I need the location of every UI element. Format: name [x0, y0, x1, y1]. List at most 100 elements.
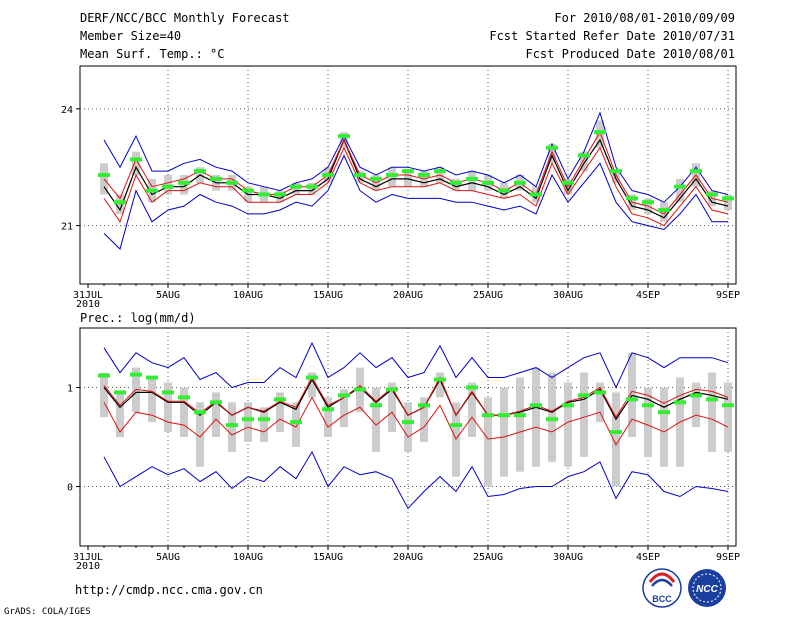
x-tick-label: 5AUG	[156, 290, 180, 301]
observed-marker	[274, 192, 286, 197]
lower-outer-line	[103, 450, 729, 510]
upper-outer-line	[103, 341, 729, 389]
y-tick-label: 1	[67, 383, 73, 394]
y-tick-label: 24	[61, 105, 73, 116]
observed-marker	[722, 196, 734, 201]
spread-box	[340, 389, 348, 428]
observed-marker	[578, 393, 590, 398]
observed-marker	[162, 184, 174, 189]
spread-box	[596, 382, 604, 423]
spread-box	[692, 382, 700, 428]
upper-inner-line	[103, 131, 729, 215]
x-tick-label: 31JUL	[73, 552, 103, 563]
observed-marker	[658, 410, 670, 415]
observed-marker	[562, 180, 574, 185]
spread-box	[292, 402, 300, 447]
observed-marker	[610, 169, 622, 174]
spread-box	[164, 382, 172, 433]
observed-marker	[258, 417, 270, 422]
observed-marker	[498, 413, 510, 418]
precip-panel-title: Prec.: log(mm/d)	[80, 311, 196, 325]
spread-box	[276, 392, 284, 433]
spread-box	[180, 387, 188, 437]
spread-box	[500, 387, 508, 477]
x-tick-label: 10AUG	[233, 552, 263, 563]
observed-marker	[210, 176, 222, 181]
observed-marker	[434, 169, 446, 174]
observed-marker	[178, 180, 190, 185]
spread-box	[580, 372, 588, 457]
observed-marker	[226, 423, 238, 428]
ncc-logo: NCC	[688, 569, 726, 607]
lower-inner-line	[103, 396, 729, 446]
spread-box	[612, 171, 620, 183]
x-tick-label: 10AUG	[233, 290, 263, 301]
observed-marker	[674, 184, 686, 189]
spread-box	[260, 407, 268, 442]
observed-marker	[130, 372, 142, 377]
observed-marker	[690, 393, 702, 398]
observed-marker	[498, 188, 510, 193]
observed-marker	[626, 397, 638, 402]
observed-marker	[402, 169, 414, 174]
spread-box	[612, 392, 620, 487]
y-tick-label: 0	[67, 483, 73, 494]
spread-box	[676, 178, 684, 203]
observed-marker	[706, 397, 718, 402]
observed-marker	[434, 377, 446, 382]
upper-outer-line	[103, 111, 729, 203]
x-tick-label: 30AUG	[553, 290, 583, 301]
spread-box	[708, 372, 716, 452]
observed-marker	[450, 423, 462, 428]
spread-box	[100, 372, 108, 418]
observed-marker	[418, 403, 430, 408]
observed-marker	[562, 403, 574, 408]
observed-marker	[226, 180, 238, 185]
spread-box	[580, 151, 588, 172]
period-label: For 2010/08/01-2010/09/09	[554, 11, 735, 25]
precipitation-panel: 31JUL 5AUG 10AUG 15AUG 20AUG 25AUG 30AUG 4SEP 9S…	[67, 327, 740, 572]
observed-marker	[594, 390, 606, 395]
spread-box	[420, 397, 428, 442]
source-url[interactable]: http://cmdp.ncc.cma.gov.cn	[75, 583, 263, 597]
observed-marker	[530, 192, 542, 197]
observed-marker	[450, 180, 462, 185]
observed-marker	[178, 395, 190, 400]
observed-marker	[482, 180, 494, 185]
year-label: 2010	[76, 299, 100, 310]
observed-marker	[274, 397, 286, 402]
observed-marker	[466, 176, 478, 181]
observed-marker	[194, 410, 206, 415]
x-tick-label: 15AUG	[313, 552, 343, 563]
temperature-panel: 31JUL 5AUG 10AUG 15AUG 20AUG 25AUG 30AUG 4SEP 9S…	[61, 65, 740, 310]
spread-box	[372, 387, 380, 452]
observed-marker	[402, 420, 414, 425]
spread-box	[388, 382, 396, 433]
ncc-logo-text: NCC	[696, 584, 718, 595]
y-tick-label: 21	[61, 222, 73, 233]
spread-box	[132, 151, 140, 175]
observed-marker	[242, 188, 254, 193]
x-tick-label: 31JUL	[73, 290, 103, 301]
lower-inner-line	[103, 146, 729, 227]
x-tick-label: 25AUG	[473, 552, 503, 563]
observed-marker	[514, 413, 526, 418]
observed-marker	[210, 400, 222, 405]
chart-title: DERF/NCC/BCC Monthly Forecast	[80, 11, 290, 25]
spread-box	[660, 387, 668, 467]
observed-marker	[114, 200, 126, 205]
observed-marker	[386, 173, 398, 177]
bcc-logo-text: BCC	[652, 594, 672, 604]
observed-marker	[722, 403, 734, 408]
x-tick-label: 4SEP	[636, 552, 660, 563]
observed-marker	[322, 407, 334, 412]
x-tick-label: 20AUG	[393, 552, 423, 563]
observed-marker	[354, 173, 366, 177]
observed-marker	[674, 400, 686, 405]
observed-marker	[690, 169, 702, 174]
observed-marker	[642, 403, 654, 408]
observed-marker	[98, 173, 110, 177]
x-tick-label: 5AUG	[156, 552, 180, 563]
spread-box	[724, 194, 732, 211]
